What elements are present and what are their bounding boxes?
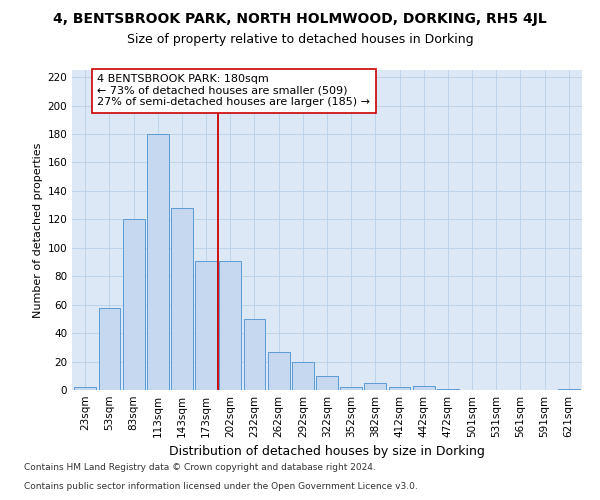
Text: Contains public sector information licensed under the Open Government Licence v3: Contains public sector information licen… [24, 482, 418, 491]
Bar [98, 308, 121, 390]
Bar [316, 376, 338, 390]
Text: 4, BENTSBROOK PARK, NORTH HOLMWOOD, DORKING, RH5 4JL: 4, BENTSBROOK PARK, NORTH HOLMWOOD, DORK… [53, 12, 547, 26]
Text: Contains HM Land Registry data © Crown copyright and database right 2024.: Contains HM Land Registry data © Crown c… [24, 464, 376, 472]
Bar [268, 352, 290, 390]
Bar [364, 383, 386, 390]
Y-axis label: Number of detached properties: Number of detached properties [33, 142, 43, 318]
Bar [292, 362, 314, 390]
Bar [123, 220, 145, 390]
Bar [340, 387, 362, 390]
Bar [413, 386, 434, 390]
Bar [147, 134, 169, 390]
Bar [171, 208, 193, 390]
Bar [244, 319, 265, 390]
X-axis label: Distribution of detached houses by size in Dorking: Distribution of detached houses by size … [169, 446, 485, 458]
Bar [558, 388, 580, 390]
Bar [437, 388, 459, 390]
Bar [220, 260, 241, 390]
Bar [389, 387, 410, 390]
Bar [195, 260, 217, 390]
Text: 4 BENTSBROOK PARK: 180sqm
← 73% of detached houses are smaller (509)
27% of semi: 4 BENTSBROOK PARK: 180sqm ← 73% of detac… [97, 74, 370, 108]
Text: Size of property relative to detached houses in Dorking: Size of property relative to detached ho… [127, 32, 473, 46]
Bar [74, 387, 96, 390]
